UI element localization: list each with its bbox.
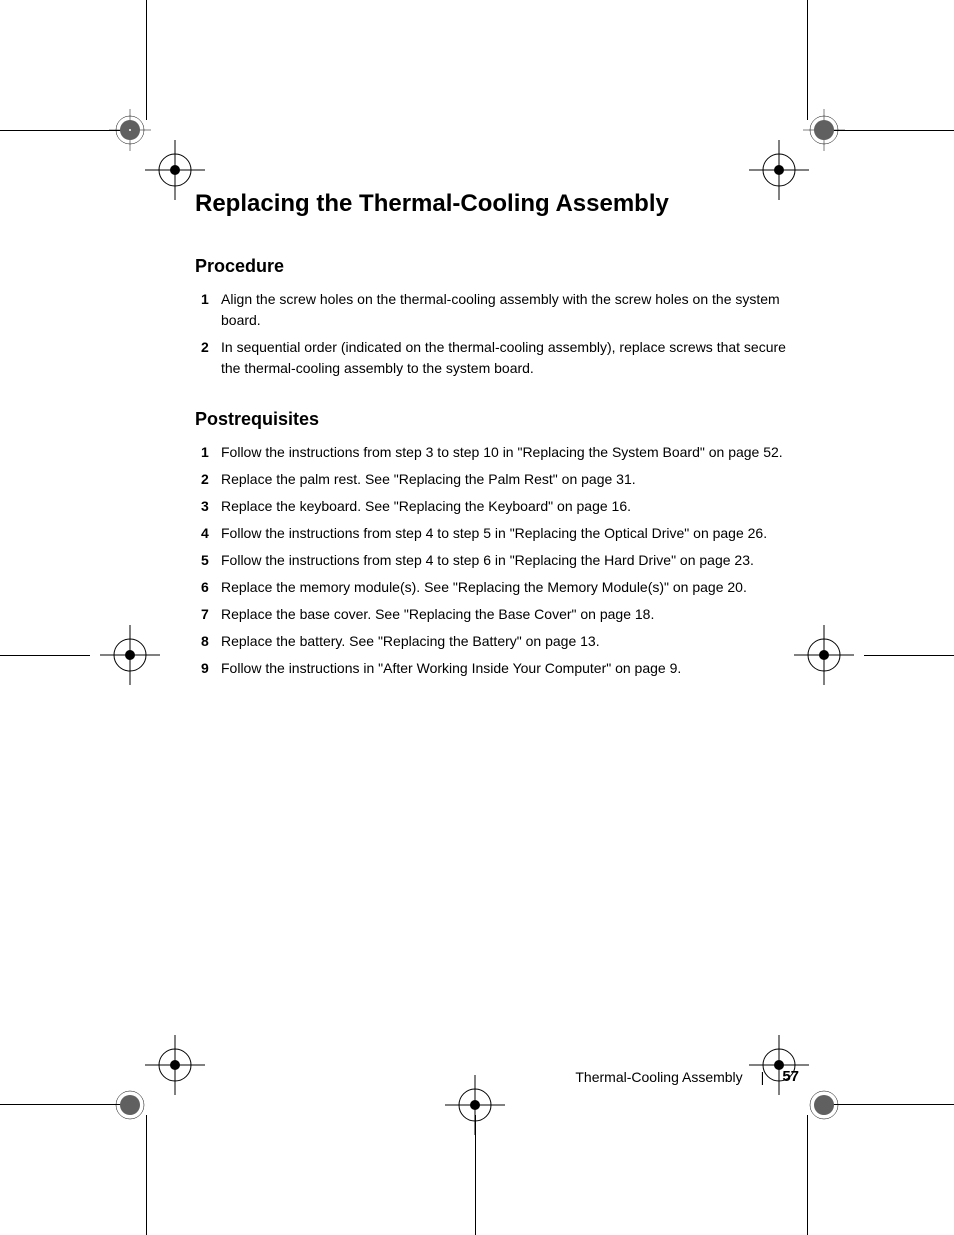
list-item: 1 Follow the instructions from step 3 to…	[195, 442, 805, 463]
crop-line	[864, 655, 954, 656]
list-number: 3	[195, 496, 221, 517]
list-item: 1 Align the screw holes on the thermal-c…	[195, 289, 805, 331]
list-number: 8	[195, 631, 221, 652]
list-text: Replace the battery. See "Replacing the …	[221, 631, 805, 652]
list-item: 2 Replace the palm rest. See "Replacing …	[195, 469, 805, 490]
list-item: 6 Replace the memory module(s). See "Rep…	[195, 577, 805, 598]
list-number: 5	[195, 550, 221, 571]
list-text: Follow the instructions from step 3 to s…	[221, 442, 805, 463]
registration-mark-icon	[440, 1070, 510, 1140]
list-item: 3 Replace the keyboard. See "Replacing t…	[195, 496, 805, 517]
list-item: 2 In sequential order (indicated on the …	[195, 337, 805, 379]
registration-mark-icon	[95, 620, 165, 690]
page-body: Replacing the Thermal-Cooling Assembly P…	[195, 190, 805, 709]
list-text: Align the screw holes on the thermal-coo…	[221, 289, 805, 331]
page-footer: Thermal-Cooling Assembly | 57	[575, 1068, 799, 1085]
list-item: 8 Replace the battery. See "Replacing th…	[195, 631, 805, 652]
list-number: 9	[195, 658, 221, 679]
procedure-list: 1 Align the screw holes on the thermal-c…	[195, 289, 805, 379]
footer-divider: |	[761, 1069, 765, 1085]
section-heading: Procedure	[195, 256, 805, 277]
section-heading: Postrequisites	[195, 409, 805, 430]
footer-chapter: Thermal-Cooling Assembly	[575, 1069, 742, 1085]
section-procedure: Procedure 1 Align the screw holes on the…	[195, 256, 805, 379]
list-number: 2	[195, 469, 221, 490]
list-number: 2	[195, 337, 221, 379]
list-text: Follow the instructions from step 4 to s…	[221, 550, 805, 571]
list-text: Replace the memory module(s). See "Repla…	[221, 577, 805, 598]
list-text: Follow the instructions from step 4 to s…	[221, 523, 805, 544]
list-item: 9 Follow the instructions in "After Work…	[195, 658, 805, 679]
list-item: 5 Follow the instructions from step 4 to…	[195, 550, 805, 571]
list-text: Replace the base cover. See "Replacing t…	[221, 604, 805, 625]
list-number: 4	[195, 523, 221, 544]
list-text: Follow the instructions in "After Workin…	[221, 658, 805, 679]
list-item: 7 Replace the base cover. See "Replacing…	[195, 604, 805, 625]
list-number: 1	[195, 289, 221, 331]
list-text: Replace the palm rest. See "Replacing th…	[221, 469, 805, 490]
list-number: 6	[195, 577, 221, 598]
page-number: 57	[782, 1068, 799, 1085]
registration-mark-icon	[744, 1030, 814, 1100]
list-text: In sequential order (indicated on the th…	[221, 337, 805, 379]
list-item: 4 Follow the instructions from step 4 to…	[195, 523, 805, 544]
list-text: Replace the keyboard. See "Replacing the…	[221, 496, 805, 517]
list-number: 7	[195, 604, 221, 625]
page-title: Replacing the Thermal-Cooling Assembly	[195, 190, 805, 218]
postrequisites-list: 1 Follow the instructions from step 3 to…	[195, 442, 805, 679]
registration-mark-icon	[140, 1030, 210, 1100]
section-postrequisites: Postrequisites 1 Follow the instructions…	[195, 409, 805, 679]
crop-line	[0, 655, 90, 656]
list-number: 1	[195, 442, 221, 463]
